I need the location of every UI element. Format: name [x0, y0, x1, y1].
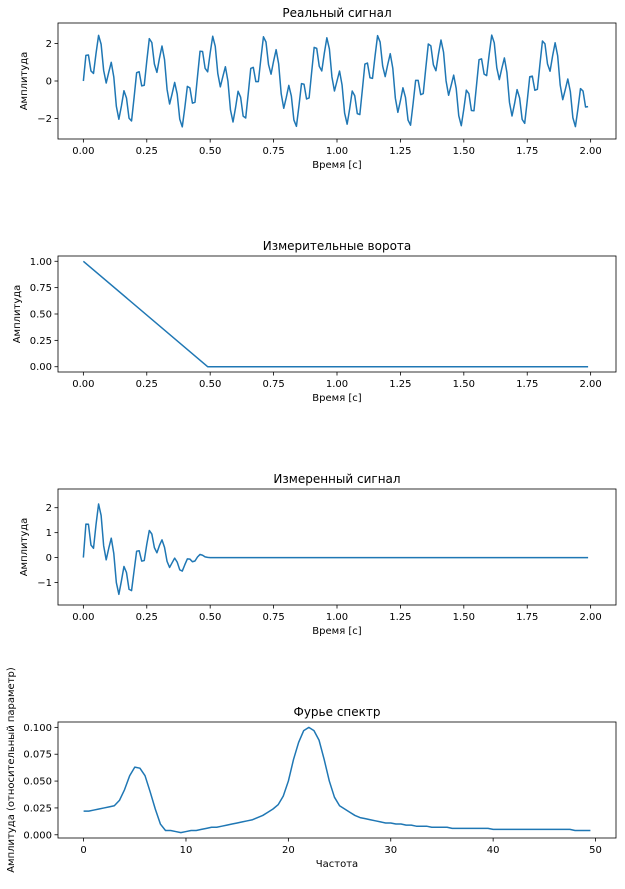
- x-tick-label: 2.00: [580, 379, 602, 390]
- y-tick-label: 0.00: [30, 362, 52, 373]
- chart-title: Фурье спектр: [294, 705, 381, 719]
- series-line: [82, 503, 589, 596]
- y-tick-label: 0.000: [23, 830, 52, 841]
- series-line: [82, 34, 589, 128]
- y-tick-label: 0.075: [23, 750, 52, 761]
- plot-frame: [57, 488, 617, 606]
- x-tick-label: 1.50: [453, 379, 475, 390]
- x-tick-label: 0.75: [262, 612, 284, 623]
- x-axis-label: Время [c]: [312, 626, 361, 637]
- x-tick-label: 1.25: [389, 379, 411, 390]
- x-tick-label: 0.25: [136, 146, 158, 157]
- plot-frame: [57, 255, 617, 373]
- x-axis-label: Время [c]: [312, 393, 361, 404]
- x-tick-label: 1.25: [389, 146, 411, 157]
- chart-title: Измерительные ворота: [263, 239, 412, 253]
- y-tick-label: 0.050: [23, 777, 52, 788]
- x-tick-label: 1.75: [516, 612, 538, 623]
- x-tick-label: 2.00: [580, 146, 602, 157]
- chart-title: Измеренный сигнал: [273, 472, 400, 486]
- y-tick-label: 0: [46, 77, 52, 88]
- chart-3: Измеренный сигнал 0.00 0.25 0.50 0.75 1.00 1.2…: [19, 472, 617, 637]
- y-axis-label: Амплитуда (относительный параметр): [6, 667, 17, 873]
- y-tick-label: 0.100: [23, 723, 52, 734]
- chart-2: Измерительные ворота 0.00 0.25 0.50 0.75 1.00…: [12, 239, 617, 404]
- y-tick-label: 2: [46, 503, 52, 514]
- y-tick-label: 1.00: [30, 257, 52, 268]
- y-axis-label: Амплитуда: [19, 52, 30, 111]
- x-tick-label: 1.00: [326, 612, 348, 623]
- x-tick-label: 0.50: [199, 146, 221, 157]
- y-tick-label: −1: [37, 578, 52, 589]
- y-tick-label: 0.75: [30, 283, 52, 294]
- x-tick-label: 1.50: [453, 612, 475, 623]
- x-tick-label: 0: [80, 845, 86, 856]
- series-line: [83, 726, 591, 834]
- y-tick-label: 0: [46, 553, 52, 564]
- y-tick-label: 1: [46, 528, 52, 539]
- x-tick-label: 0.25: [136, 379, 158, 390]
- x-tick-label: 0.25: [136, 612, 158, 623]
- chart-1: Реальный сигнал 0.00 0.25 0.50 0.75 1.00 1.25 1…: [19, 6, 617, 171]
- x-tick-label: 10: [180, 845, 193, 856]
- y-axis-label: Амплитуда: [12, 285, 23, 344]
- x-tick-label: 1.00: [326, 379, 348, 390]
- y-tick-label: 0.025: [23, 803, 52, 814]
- x-tick-label: 1.75: [516, 146, 538, 157]
- y-tick-label: 2: [46, 39, 52, 50]
- x-tick-label: 40: [487, 845, 500, 856]
- x-tick-label: 1.25: [389, 612, 411, 623]
- x-tick-label: 30: [384, 845, 397, 856]
- x-tick-label: 0.00: [72, 612, 94, 623]
- x-tick-label: 50: [589, 845, 602, 856]
- series-line: [82, 260, 589, 368]
- x-tick-label: 0.00: [72, 146, 94, 157]
- y-tick-label: −2: [37, 114, 52, 125]
- plot-frame: [57, 721, 617, 839]
- x-tick-label: 0.75: [262, 379, 284, 390]
- y-tick-label: 0.50: [30, 310, 52, 321]
- x-tick-label: 1.50: [453, 146, 475, 157]
- x-tick-label: 20: [282, 845, 295, 856]
- x-axis-label: Частота: [316, 859, 358, 870]
- x-tick-label: 0.50: [199, 379, 221, 390]
- x-tick-label: 0.50: [199, 612, 221, 623]
- x-tick-label: 0.00: [72, 379, 94, 390]
- x-axis-label: Время [c]: [312, 160, 361, 171]
- x-tick-label: 1.00: [326, 146, 348, 157]
- chart-4: Фурье спектр 0 10 20 30 40 50 0.000 0.025 0.050 0.…: [6, 667, 617, 873]
- y-tick-label: 0.25: [30, 336, 52, 347]
- chart-title: Реальный сигнал: [282, 6, 391, 20]
- x-tick-label: 2.00: [580, 612, 602, 623]
- x-tick-label: 1.75: [516, 379, 538, 390]
- y-axis-label: Амплитуда: [19, 518, 30, 577]
- x-tick-label: 0.75: [262, 146, 284, 157]
